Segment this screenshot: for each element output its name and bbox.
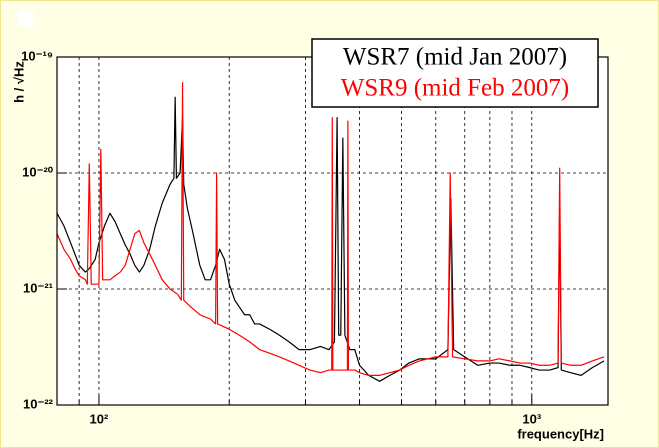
legend: WSR7 (mid Jan 2007) WSR9 (mid Feb 2007) [341, 44, 569, 102]
y-tick-label: 10⁻¹⁹ [21, 48, 53, 63]
y-tick-label: 10⁻²⁰ [22, 164, 54, 179]
legend-label: WSR7 (mid Jan 2007) [343, 44, 567, 71]
series-lines [56, 82, 605, 382]
corner-box [18, 10, 34, 26]
legend-label: WSR9 (mid Feb 2007) [341, 75, 569, 102]
y-tick-label: 10⁻²² [23, 396, 54, 411]
x-axis-label: frequency[Hz] [517, 426, 604, 441]
y-tick-label: 10⁻²¹ [23, 280, 53, 295]
series-line [56, 96, 605, 382]
x-tick-label: 10² [90, 411, 109, 426]
ticks: 10⁻²² 10⁻²¹ 10⁻²⁰ 10⁻¹⁹ 10² 10³ [21, 48, 542, 426]
y-axis-label: h / √Hz [11, 61, 26, 103]
series-line [56, 82, 605, 376]
x-tick-label: 10³ [522, 411, 541, 426]
legend-box [311, 38, 599, 108]
